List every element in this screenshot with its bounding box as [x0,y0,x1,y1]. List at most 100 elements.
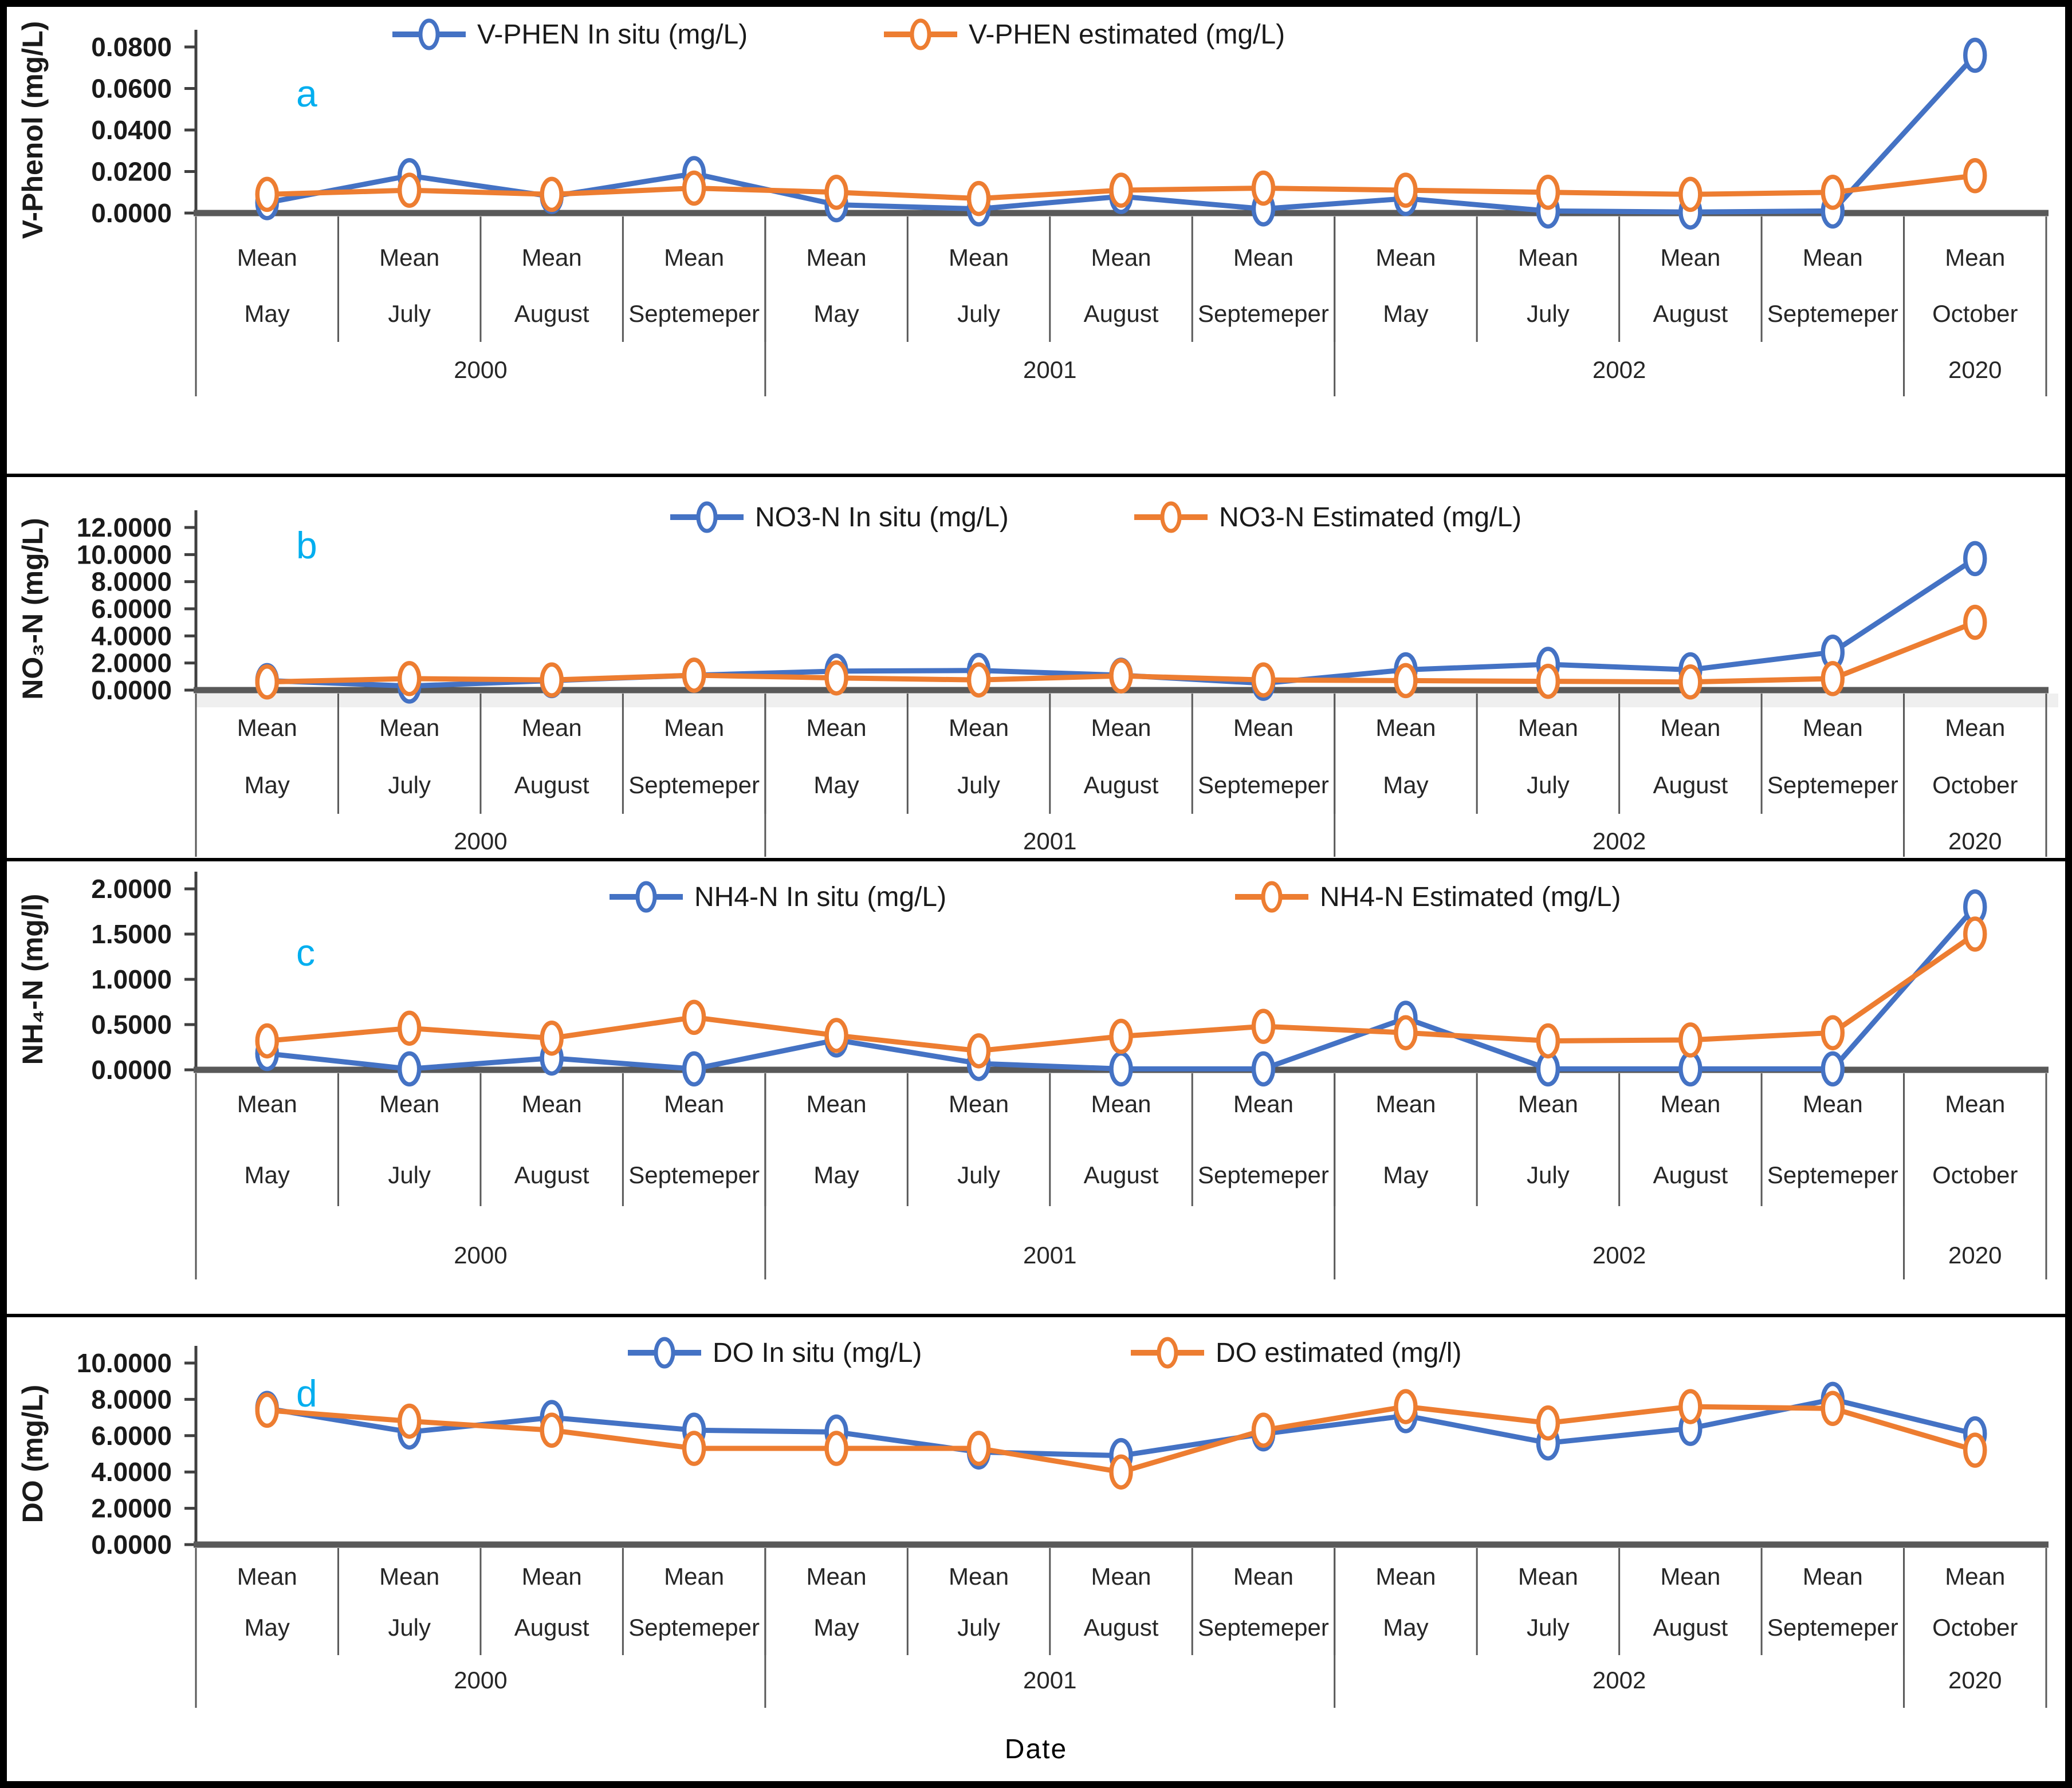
data-point-marker [1394,1015,1418,1050]
y-tick-label: 2.0000 [91,1494,172,1523]
legend-marker [654,1337,675,1369]
data-point-marker [1821,175,1845,210]
y-tick-label: 0.0000 [91,1530,172,1559]
x-tick-label-month: July [1527,1614,1570,1641]
x-tick-label-month: August [1084,300,1159,327]
x-tick-label-year: 2001 [1023,828,1076,854]
y-tick-label: 12.0000 [77,513,172,542]
x-tick-label-month: July [1527,300,1570,327]
data-point-marker [1251,1009,1276,1044]
data-point-marker [966,662,991,698]
data-point-marker [682,999,706,1035]
data-point-marker [1963,1432,1987,1468]
x-tick-label-year: 2002 [1593,828,1646,854]
y-tick-label: 4.0000 [91,621,172,651]
y-tick-label: 1.5000 [91,919,172,949]
x-tick-label-month: August [514,1614,589,1641]
legend-marker [696,501,718,533]
x-axis: Mean May Mean July Mean August Mean Septemeper M… [194,1541,2049,1708]
x-tick-label-year: 2020 [1948,1242,2002,1269]
x-tick-label-mean: Mean [1091,244,1151,271]
x-tick-label-mean: Mean [1233,1563,1293,1590]
data-point-marker [1963,37,1987,73]
y-tick-label: 1.0000 [91,964,172,994]
x-tick-label-month: July [1527,1161,1570,1188]
y-tick-label: 6.0000 [91,594,172,624]
legend: NO3-N In situ (mg/L) NO3-N Estimated (mg/… [670,501,1521,533]
x-tick-label-month: July [388,771,431,798]
x-tick-label-month: August [514,300,589,327]
x-tick-label-month: July [957,1161,1000,1188]
data-point-marker [540,176,564,212]
chart-d-svg: 0.0000 2.0000 4.0000 6.0000 8.0000 10.0000 DO … [17,1337,2049,1708]
x-tick-label-mean: Mean [949,244,1009,271]
data-point-marker [824,660,848,696]
x-tick-label-month: Septemeper [1767,1161,1898,1188]
data-point-marker [255,1023,279,1059]
x-tick-label-mean: Mean [1803,714,1863,741]
x-tick-label-month: October [1932,300,2018,327]
data-point-marker [1821,1015,1845,1050]
x-tick-label-mean: Mean [949,714,1009,741]
x-tick-label-month: Septemeper [628,300,760,327]
data-point-marker [1109,1454,1133,1490]
x-tick-label-mean: Mean [1233,714,1293,741]
x-tick-label-month: Septemeper [1767,1614,1898,1641]
x-tick-label-year: 2001 [1023,1242,1076,1269]
x-tick-label-month: August [1653,771,1728,798]
x-tick-label-month: May [245,1161,290,1188]
y-tick-label: 8.0000 [91,1384,172,1414]
data-point-marker [682,1431,706,1466]
legend-marker [1157,1337,1178,1369]
series-in-situ [255,889,1987,1087]
data-point-marker [540,1412,564,1448]
x-tick-label-month: July [1527,771,1570,798]
data-point-marker [1394,663,1418,699]
x-tick-label-year: 2002 [1593,1242,1646,1269]
x-tick-label-year: 2002 [1593,1667,1646,1694]
legend-marker [1261,881,1283,913]
data-point-marker [1678,664,1703,700]
x-tick-label-mean: Mean [1945,1563,2005,1590]
x-axis: Mean May Mean July Mean August Mean Septemeper M… [194,1066,2049,1279]
chart-panel-b: b 0.0000 2.0000 4.0000 6.0000 8.0000 10.0000 1… [7,474,2065,858]
data-point-marker [1821,1051,1845,1087]
y-axis: 0.00002.00004.00006.00008.000010.000012.… [17,510,198,705]
x-tick-label-mean: Mean [807,1090,867,1117]
data-point-marker [1536,1023,1560,1059]
x-tick-label-mean: Mean [949,1563,1009,1590]
legend-marker [910,18,931,50]
y-tick-label: 0.0400 [91,115,172,145]
legend-label: NH4-N In situ (mg/L) [694,882,946,912]
x-tick-label-year: 2000 [454,1242,507,1269]
data-point-marker [1109,658,1133,694]
data-point-marker [1536,175,1560,210]
data-point-marker [397,1403,422,1439]
data-point-marker [1109,1051,1133,1087]
x-tick-label-month: July [388,1161,431,1188]
data-point-marker [824,175,848,210]
x-axis-title: Date [1004,1734,1068,1765]
data-point-marker [255,176,279,212]
data-point-marker [1963,916,1987,952]
data-point-marker [682,170,706,206]
x-tick-label-month: May [813,771,859,798]
legend-label: DO In situ (mg/L) [713,1338,922,1368]
x-tick-label-year: 2020 [1948,1667,2002,1694]
data-point-marker [1678,1022,1703,1058]
legend-marker [1160,501,1182,533]
x-tick-label-mean: Mean [1233,1090,1293,1117]
x-tick-label-month: May [813,1614,859,1641]
data-point-marker [1251,1412,1276,1448]
x-tick-label-mean: Mean [522,1090,582,1117]
chart-panel-a: a 0.0000 0.0200 0.0400 0.0600 0.0800 V-Phenol… [7,7,2065,474]
x-tick-label-month: July [957,771,1000,798]
legend-label: NO3-N Estimated (mg/L) [1219,502,1521,533]
x-tick-label-mean: Mean [522,244,582,271]
x-tick-label-mean: Mean [1803,244,1863,271]
legend-marker [635,881,657,913]
series-estimated [255,158,1987,216]
x-tick-label-mean: Mean [379,1563,439,1590]
y-axis-title: DO (mg/L) [17,1385,49,1523]
